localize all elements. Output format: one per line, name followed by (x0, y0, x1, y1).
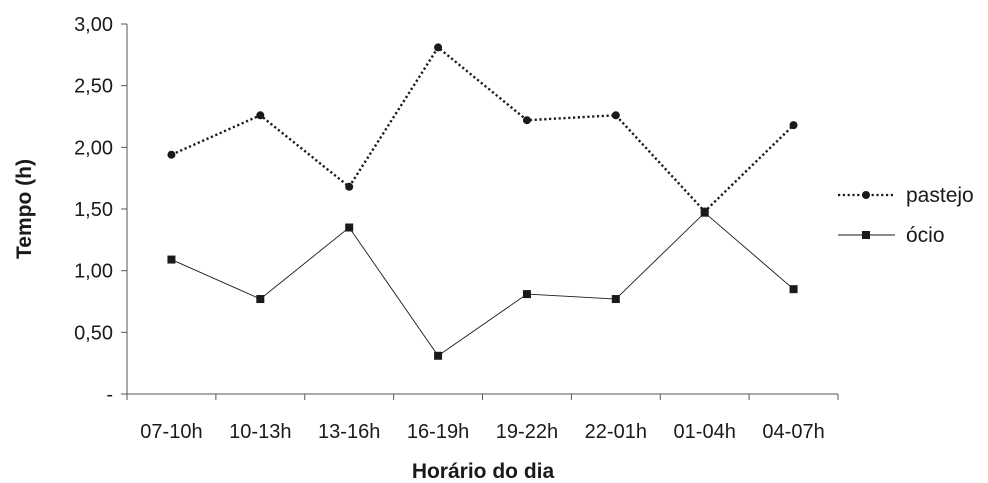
data-point-ocio (256, 295, 265, 304)
y-tick-label: 2,50 (74, 76, 113, 98)
y-tick-label: 3,00 (74, 14, 113, 36)
y-tick-label: 1,50 (74, 199, 113, 221)
data-point-ocio (700, 208, 709, 217)
x-tick-label: 19-22h (496, 421, 558, 443)
x-tick-label: 10-13h (229, 421, 291, 443)
data-point-ocio (345, 223, 354, 232)
x-tick-label: 16-19h (407, 421, 469, 443)
x-tick-label: 13-16h (318, 421, 380, 443)
data-point-ocio (611, 295, 620, 304)
legend-marker-pastejo (862, 191, 870, 199)
legend-item-pastejo: pastejo (838, 184, 974, 207)
data-point-ocio (167, 255, 176, 264)
y-tick-label: - (106, 384, 113, 406)
x-tick-label: 22-01h (585, 421, 647, 443)
y-tick-label: 1,00 (74, 261, 113, 283)
legend-marker-ocio (862, 231, 870, 239)
data-point-pastejo (522, 116, 531, 125)
data-point-ocio (789, 285, 798, 294)
x-tick-label: 04-07h (762, 421, 824, 443)
data-point-pastejo (434, 43, 443, 52)
data-point-ocio (434, 351, 443, 360)
data-point-pastejo (789, 121, 798, 130)
y-tick-label: 0,50 (74, 322, 113, 344)
data-point-pastejo (256, 111, 265, 120)
x-axis: 07-10h 10-13h 13-16h 16-19h 19-22h 22-01h 01-0… (126, 393, 839, 443)
y-axis-title: Tempo (h) (13, 159, 36, 259)
data-point-pastejo (345, 182, 354, 191)
legend-item-ocio: ócio (838, 224, 945, 247)
x-tick-label: 07-10h (140, 421, 202, 443)
data-point-pastejo (167, 150, 176, 159)
legend-label-pastejo: pastejo (906, 184, 974, 207)
y-tick-label: 2,00 (74, 137, 113, 159)
data-point-ocio (522, 290, 531, 299)
x-axis-title: Horário do dia (412, 460, 555, 483)
series-pastejo (167, 43, 798, 216)
series-ocio (167, 208, 798, 360)
series-layer (167, 43, 798, 360)
data-point-pastejo (611, 111, 620, 120)
legend: pastejo ócio (838, 184, 974, 247)
y-axis: - 0,50 1,00 1,50 2,00 2,50 3,00 (74, 14, 128, 406)
x-tick-label: 01-04h (674, 421, 736, 443)
legend-label-ocio: ócio (906, 224, 945, 247)
series-line-pastejo (170, 45, 795, 214)
series-line-ocio (171, 212, 794, 357)
